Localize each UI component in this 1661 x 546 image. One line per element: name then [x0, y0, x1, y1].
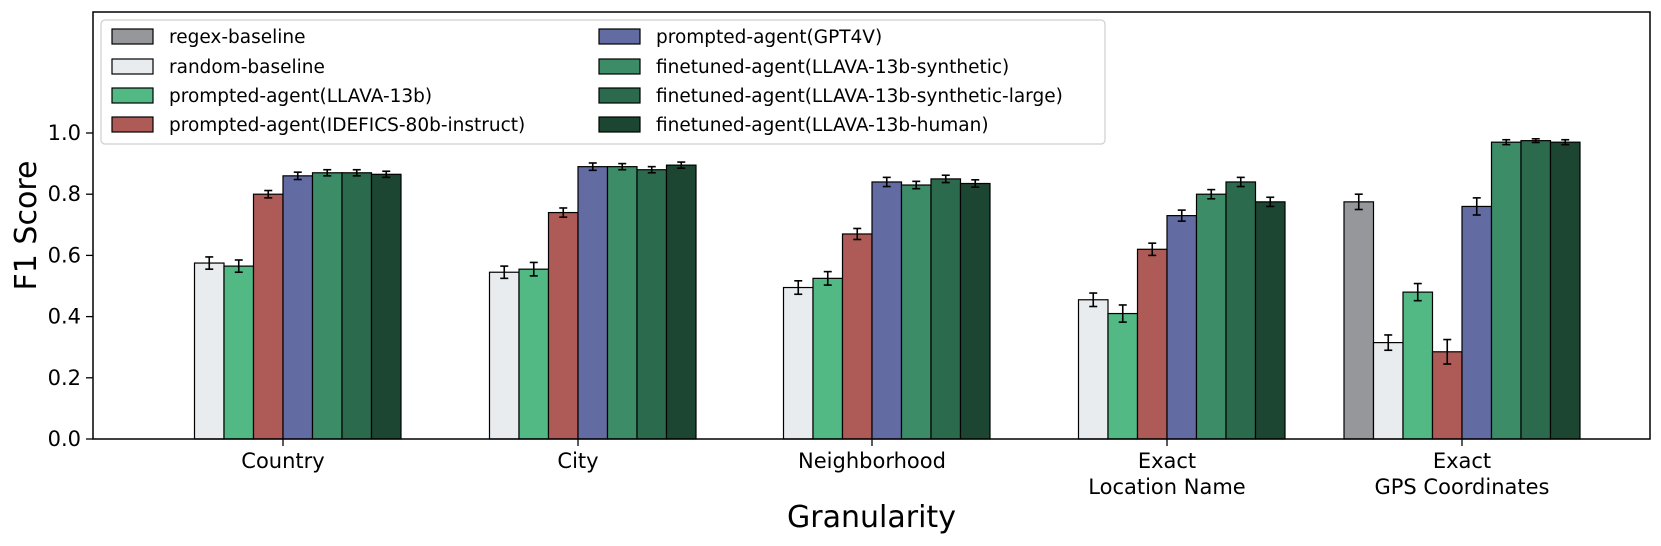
- bar: [1343, 201, 1375, 440]
- bar: [1225, 181, 1257, 440]
- bar: [1166, 215, 1198, 440]
- legend-swatch: [111, 58, 154, 75]
- legend-swatch: [598, 58, 641, 75]
- legend-swatch: [598, 87, 641, 104]
- x-tick-label: City: [557, 449, 598, 473]
- bar: [1402, 291, 1434, 440]
- bar: [959, 182, 991, 440]
- legend-label: random-baseline: [169, 57, 325, 78]
- y-tick-label: 1.0: [48, 121, 81, 145]
- legend-frame: [100, 19, 1106, 145]
- bar: [223, 265, 255, 440]
- bar: [193, 262, 225, 440]
- bar: [252, 193, 284, 440]
- legend-swatch: [111, 87, 154, 104]
- y-tick-label: 0.2: [48, 366, 81, 390]
- bar: [930, 178, 962, 440]
- bar: [1461, 205, 1493, 440]
- bar: [282, 175, 314, 440]
- y-tick-label: 0.4: [48, 305, 81, 329]
- legend-label: prompted-agent(IDEFICS-80b-instruct): [169, 115, 525, 136]
- bar: [1549, 141, 1581, 440]
- legend-swatch: [598, 116, 641, 133]
- bar: [1195, 193, 1227, 440]
- bar: [782, 286, 814, 440]
- bar: [1490, 141, 1522, 440]
- legend-swatch: [598, 28, 641, 45]
- bar: [606, 166, 638, 440]
- bar: [1520, 140, 1552, 440]
- legend-label: regex-baseline: [169, 27, 306, 48]
- y-tick-label: 0.8: [48, 182, 81, 206]
- bar: [547, 211, 579, 440]
- bar: [488, 271, 520, 440]
- errorbars-layer: [205, 138, 1570, 365]
- legend-label: finetuned-agent(LLAVA-13b-human): [656, 115, 989, 136]
- legend-label: finetuned-agent(LLAVA-13b-synthetic): [656, 57, 1009, 78]
- x-tick-label: GPS Coordinates: [1374, 475, 1549, 499]
- bar: [1136, 248, 1168, 440]
- bar: [812, 277, 844, 440]
- legend-swatch: [111, 116, 154, 133]
- bar: [577, 166, 609, 440]
- bar: [900, 184, 932, 440]
- y-axis-title: F1 Score: [9, 161, 44, 291]
- legend-label: prompted-agent(LLAVA-13b): [169, 86, 432, 107]
- bar: [341, 172, 373, 440]
- legend-swatch: [111, 28, 154, 45]
- y-axis: 0.0 0.2 0.4 0.6 0.8 1.0: [48, 121, 93, 451]
- y-tick-label: 0.6: [48, 243, 81, 267]
- bar: [1254, 201, 1286, 440]
- y-tick-label: 0.0: [48, 427, 81, 451]
- x-tick-label: Location Name: [1088, 475, 1245, 499]
- x-tick-label: Exact: [1433, 449, 1491, 473]
- bar: [665, 164, 697, 440]
- bar: [311, 172, 343, 440]
- bar: [518, 268, 550, 440]
- x-tick-label: Neighborhood: [798, 449, 946, 473]
- bar: [1107, 312, 1139, 440]
- x-tick-label: Country: [241, 449, 324, 473]
- x-tick-label: Exact: [1138, 449, 1196, 473]
- bar: [1372, 342, 1404, 440]
- bar: [1077, 299, 1109, 440]
- plot-frame: [92, 11, 1651, 440]
- bar: [636, 169, 668, 440]
- x-axis-title: Granularity: [787, 500, 956, 535]
- legend-label: finetuned-agent(LLAVA-13b-synthetic-larg…: [656, 86, 1063, 107]
- bar: [871, 181, 903, 440]
- bar: [1431, 351, 1463, 440]
- legend: regex-baseline random-baseline prompted-ag…: [100, 19, 1106, 145]
- bars-layer: [193, 140, 1581, 440]
- bar: [370, 173, 402, 440]
- bar: [841, 233, 873, 440]
- legend-label: prompted-agent(GPT4V): [656, 27, 882, 48]
